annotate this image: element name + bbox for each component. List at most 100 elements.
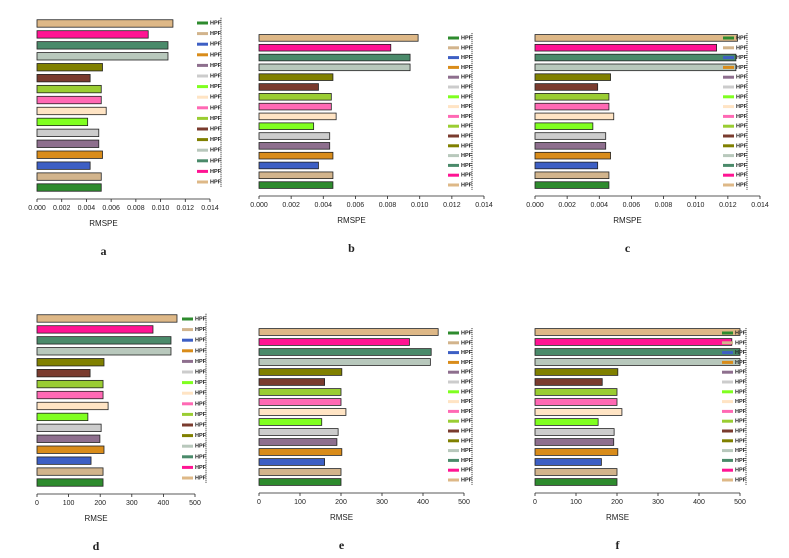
bar xyxy=(36,412,89,422)
bar xyxy=(534,142,607,150)
legend-label: HPF xyxy=(735,477,747,483)
legend-label: HPF xyxy=(736,124,748,130)
bar xyxy=(36,95,102,105)
bar xyxy=(534,73,611,81)
bar xyxy=(534,122,594,130)
legend-label: HPF xyxy=(195,391,207,397)
bar xyxy=(36,19,174,28)
bar xyxy=(36,74,91,83)
legend-label: HPF xyxy=(735,389,747,395)
bar xyxy=(36,379,104,389)
bar xyxy=(258,53,411,62)
legend-label: HPF xyxy=(461,370,473,376)
x-tick-label: 0.008 xyxy=(127,205,145,212)
bar xyxy=(36,336,172,345)
bar xyxy=(36,423,102,432)
legend-label: HPF xyxy=(461,468,473,474)
x-axis-label: RMSE xyxy=(330,513,353,522)
legend-label: HPF xyxy=(195,475,207,481)
bar xyxy=(534,93,610,101)
bar xyxy=(534,428,615,436)
legend-label: HPF xyxy=(195,380,207,386)
x-tick-label: 0.000 xyxy=(526,202,544,209)
x-tick-label: 400 xyxy=(158,500,170,507)
legend-label: HPF xyxy=(461,114,473,120)
bar xyxy=(258,458,325,466)
bar xyxy=(534,132,607,140)
legend-label: HPF xyxy=(461,35,473,41)
bar xyxy=(534,368,619,376)
legend-label: HPF xyxy=(736,182,748,188)
bar xyxy=(534,102,610,111)
x-tick-label: 0.004 xyxy=(315,202,333,209)
legend-label: HPF xyxy=(735,360,747,366)
x-tick-label: 400 xyxy=(417,499,429,506)
legend-label: HPF xyxy=(461,350,473,356)
bar xyxy=(36,401,109,411)
legend-label: HPF xyxy=(461,389,473,395)
bar xyxy=(534,43,718,52)
bar xyxy=(534,338,733,346)
bar xyxy=(258,132,331,140)
bar xyxy=(36,314,178,323)
bar xyxy=(258,418,323,426)
x-tick-label: 0.004 xyxy=(591,202,609,209)
bar xyxy=(258,151,334,160)
x-tick-label: 0.008 xyxy=(379,202,397,209)
x-tick-label: 300 xyxy=(376,499,388,506)
bar xyxy=(258,438,338,446)
x-tick-label: 200 xyxy=(335,499,347,506)
bar xyxy=(36,456,92,465)
x-tick-label: 0.008 xyxy=(655,202,673,209)
legend-label: HPF xyxy=(461,45,473,51)
x-tick-label: 200 xyxy=(94,500,106,507)
x-tick-label: 0.014 xyxy=(751,202,769,209)
x-tick-label: 0.002 xyxy=(558,202,576,209)
legend-label: HPF xyxy=(195,444,207,450)
legend-label: HPF xyxy=(736,94,748,100)
legend-label: HPF xyxy=(736,65,748,71)
legend-label: HPF xyxy=(461,448,473,454)
x-tick-label: 500 xyxy=(734,499,746,506)
panel-caption: c xyxy=(625,241,631,255)
bar xyxy=(534,171,610,180)
x-tick-label: 200 xyxy=(611,499,623,506)
legend-label: HPF xyxy=(195,401,207,407)
bar xyxy=(258,408,347,416)
bar xyxy=(258,142,331,150)
panel-caption: e xyxy=(339,538,345,552)
bar xyxy=(534,398,618,406)
legend-label: HPF xyxy=(210,116,222,122)
bar xyxy=(36,128,100,137)
x-tick-label: 0.010 xyxy=(152,205,170,212)
bar xyxy=(36,478,104,487)
legend-label: HPF xyxy=(195,348,207,354)
bar xyxy=(258,428,339,436)
bar xyxy=(534,328,741,336)
legend-label: HPF xyxy=(210,73,222,79)
legend-label: HPF xyxy=(461,438,473,444)
bar xyxy=(36,84,102,94)
bar xyxy=(534,458,602,466)
x-tick-label: 300 xyxy=(126,500,138,507)
bar xyxy=(258,398,342,406)
bar xyxy=(36,106,107,116)
legend-label: HPF xyxy=(461,143,473,149)
bar xyxy=(258,378,325,386)
legend-label: HPF xyxy=(736,163,748,169)
bar xyxy=(36,30,149,39)
legend-label: HPF xyxy=(195,327,207,333)
bar xyxy=(258,348,432,356)
x-tick-label: 0.014 xyxy=(201,205,219,212)
bar xyxy=(36,161,91,170)
bar xyxy=(534,468,618,476)
x-tick-label: 0 xyxy=(35,500,39,507)
bar xyxy=(534,418,599,426)
legend-label: HPF xyxy=(210,137,222,143)
x-tick-label: 0.014 xyxy=(475,202,493,209)
bar xyxy=(258,122,315,130)
bar xyxy=(534,388,618,396)
bar xyxy=(534,408,623,416)
legend-label: HPF xyxy=(736,143,748,149)
